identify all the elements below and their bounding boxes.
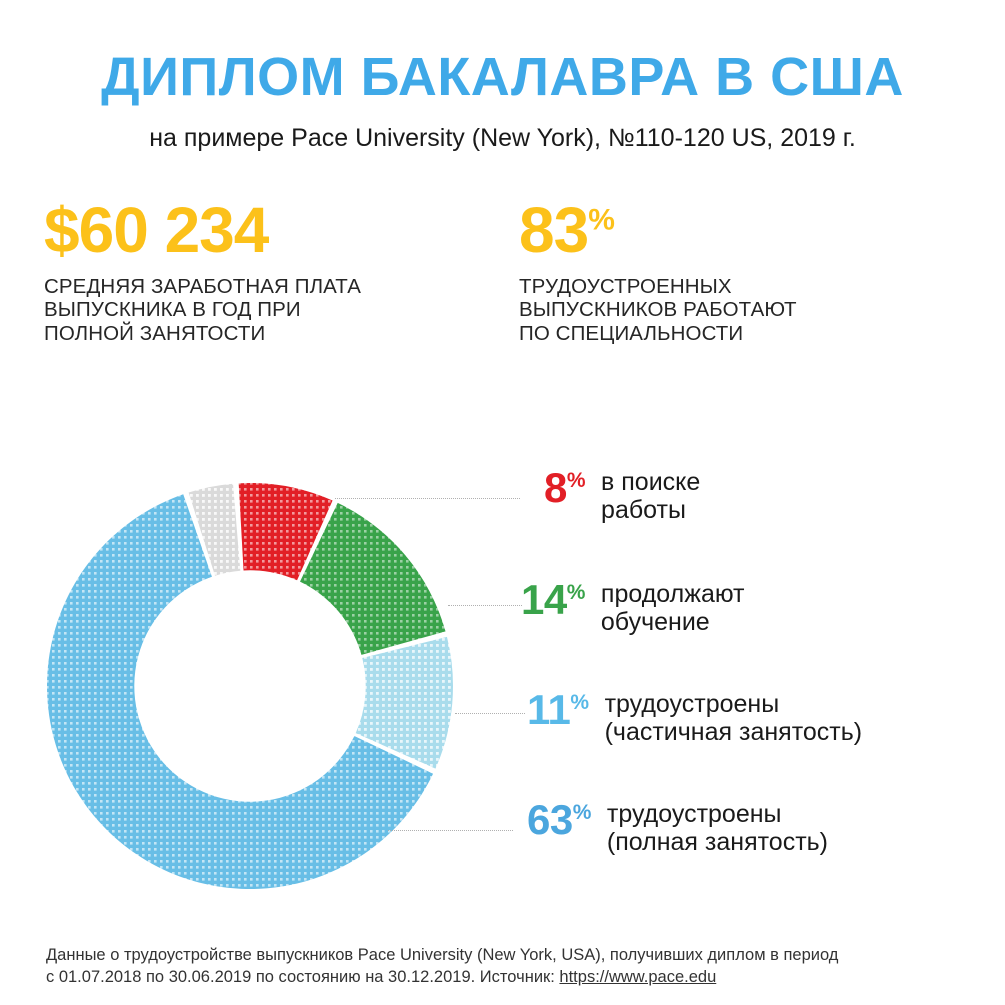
donut-slice <box>355 636 453 769</box>
legend-percent-sign: % <box>566 469 586 492</box>
chart-section: 8% в поиске работы 14% продолжают обучен… <box>0 455 1005 925</box>
donut-slice <box>188 483 241 576</box>
legend-label-line: трудоустроены <box>606 800 782 828</box>
legend-value-employed-full-time: 63% <box>527 797 591 841</box>
header: ДИПЛОМ БАКАЛАВРА В США на примере Pace U… <box>0 0 1005 153</box>
page-title: ДИПЛОМ БАКАЛАВРА В США <box>101 47 904 107</box>
legend-number: 11 <box>527 686 571 733</box>
legend-item-employed-full-time: 63% трудоустроены (полная занятость) <box>527 797 828 857</box>
legend-number: 8 <box>544 464 567 511</box>
legend-number: 63 <box>527 796 573 843</box>
footer-source-text: Данные о трудоустройстве выпускников Pac… <box>0 944 1005 989</box>
donut-slice <box>238 483 333 581</box>
donut-chart <box>45 481 455 891</box>
kpi-employed-in-field-value: 83% <box>519 198 959 262</box>
legend-label-employed-full-time: трудоустроены (полная занятость) <box>607 797 828 856</box>
kpi-desc-line: ВЫПУСКНИКОВ РАБОТАЮТ <box>519 298 797 322</box>
kpi-section: $60 234 СРЕДНЯЯ ЗАРАБОТНАЯ ПЛАТА ВЫПУСКН… <box>0 198 1005 390</box>
kpi-average-salary-value: $60 234 <box>44 198 474 262</box>
connector-line-continuing-education <box>448 605 522 606</box>
legend-label-line: обучение <box>600 608 710 636</box>
kpi-average-salary-number: $60 234 <box>44 194 269 266</box>
kpi-average-salary-description: СРЕДНЯЯ ЗАРАБОТНАЯ ПЛАТА ВЫПУСКНИКА В ГО… <box>44 275 474 345</box>
footer: Данные о трудоустройстве выпускников Pac… <box>0 944 1005 989</box>
kpi-employed-in-field-description: ТРУДОУСТРОЕННЫХ ВЫПУСКНИКОВ РАБОТАЮТ ПО … <box>519 275 959 345</box>
legend-item-employed-part-time: 11% трудоустроены (частичная занятость) <box>527 687 862 747</box>
legend-value-employed-part-time: 11% <box>527 687 589 731</box>
donut-slices <box>46 483 453 889</box>
connector-line-job-seeking <box>335 498 520 499</box>
legend-label-continuing-education: продолжают обучение <box>601 577 745 636</box>
legend-label-line: продолжают <box>600 580 745 608</box>
legend-label-employed-part-time: трудоустроены (частичная занятость) <box>605 687 862 746</box>
chart-legend: 8% в поиске работы 14% продолжают обучен… <box>519 455 1005 925</box>
kpi-employed-in-field: 83% ТРУДОУСТРОЕННЫХ ВЫПУСКНИКОВ РАБОТАЮТ… <box>519 198 959 345</box>
legend-label-line: трудоустроены <box>604 690 780 718</box>
kpi-employed-in-field-suffix: % <box>588 203 615 237</box>
legend-item-continuing-education: 14% продолжают обучение <box>521 577 745 637</box>
page-subtitle: на примере Pace University (New York), №… <box>149 124 856 152</box>
legend-label-line: (полная занятость) <box>606 828 828 856</box>
legend-number: 14 <box>521 576 567 623</box>
legend-item-job-seeking: 8% в поиске работы <box>544 464 700 525</box>
legend-label-line: (частичная занятость) <box>604 718 863 746</box>
legend-percent-sign: % <box>566 581 586 604</box>
kpi-desc-line: СРЕДНЯЯ ЗАРАБОТНАЯ ПЛАТА <box>44 274 362 298</box>
connector-line-employed-full-time <box>388 830 513 831</box>
source-link[interactable]: https://www.pace.edu <box>559 968 717 987</box>
kpi-desc-line: ВЫПУСКНИКА В ГОД ПРИ <box>44 298 301 322</box>
kpi-desc-line: ПО СПЕЦИАЛЬНОСТИ <box>519 321 744 345</box>
donut-slice <box>46 494 434 889</box>
kpi-desc-line: ПОЛНОЙ ЗАНЯТОСТИ <box>44 321 266 345</box>
footer-line-1: Данные о трудоустройстве выпускников Pac… <box>46 946 839 964</box>
legend-value-continuing-education: 14% <box>521 577 585 621</box>
legend-label-line: в поиске <box>601 468 701 496</box>
footer-line-2-text: с 01.07.2018 по 30.06.2019 по состоянию … <box>46 968 560 987</box>
legend-percent-sign: % <box>572 801 592 824</box>
donut-slice <box>299 502 446 655</box>
donut-chart-svg <box>46 483 453 889</box>
legend-label-job-seeking: в поиске работы <box>601 465 700 524</box>
kpi-average-salary: $60 234 СРЕДНЯЯ ЗАРАБОТНАЯ ПЛАТА ВЫПУСКН… <box>44 198 474 345</box>
legend-percent-sign: % <box>570 691 589 714</box>
connector-line-employed-part-time <box>455 713 525 714</box>
kpi-employed-in-field-number: 83 <box>519 194 589 266</box>
footer-line-2: с 01.07.2018 по 30.06.2019 по состоянию … <box>46 966 965 988</box>
legend-label-line: работы <box>601 496 686 524</box>
legend-value-job-seeking: 8% <box>544 464 586 511</box>
kpi-desc-line: ТРУДОУСТРОЕННЫХ <box>519 274 732 298</box>
